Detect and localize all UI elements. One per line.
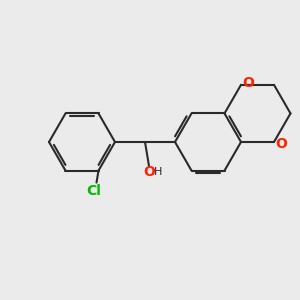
Text: O: O	[143, 165, 155, 179]
Text: O: O	[242, 76, 254, 90]
Text: H: H	[154, 167, 162, 177]
Text: Cl: Cl	[86, 184, 101, 198]
Text: O: O	[275, 137, 287, 151]
